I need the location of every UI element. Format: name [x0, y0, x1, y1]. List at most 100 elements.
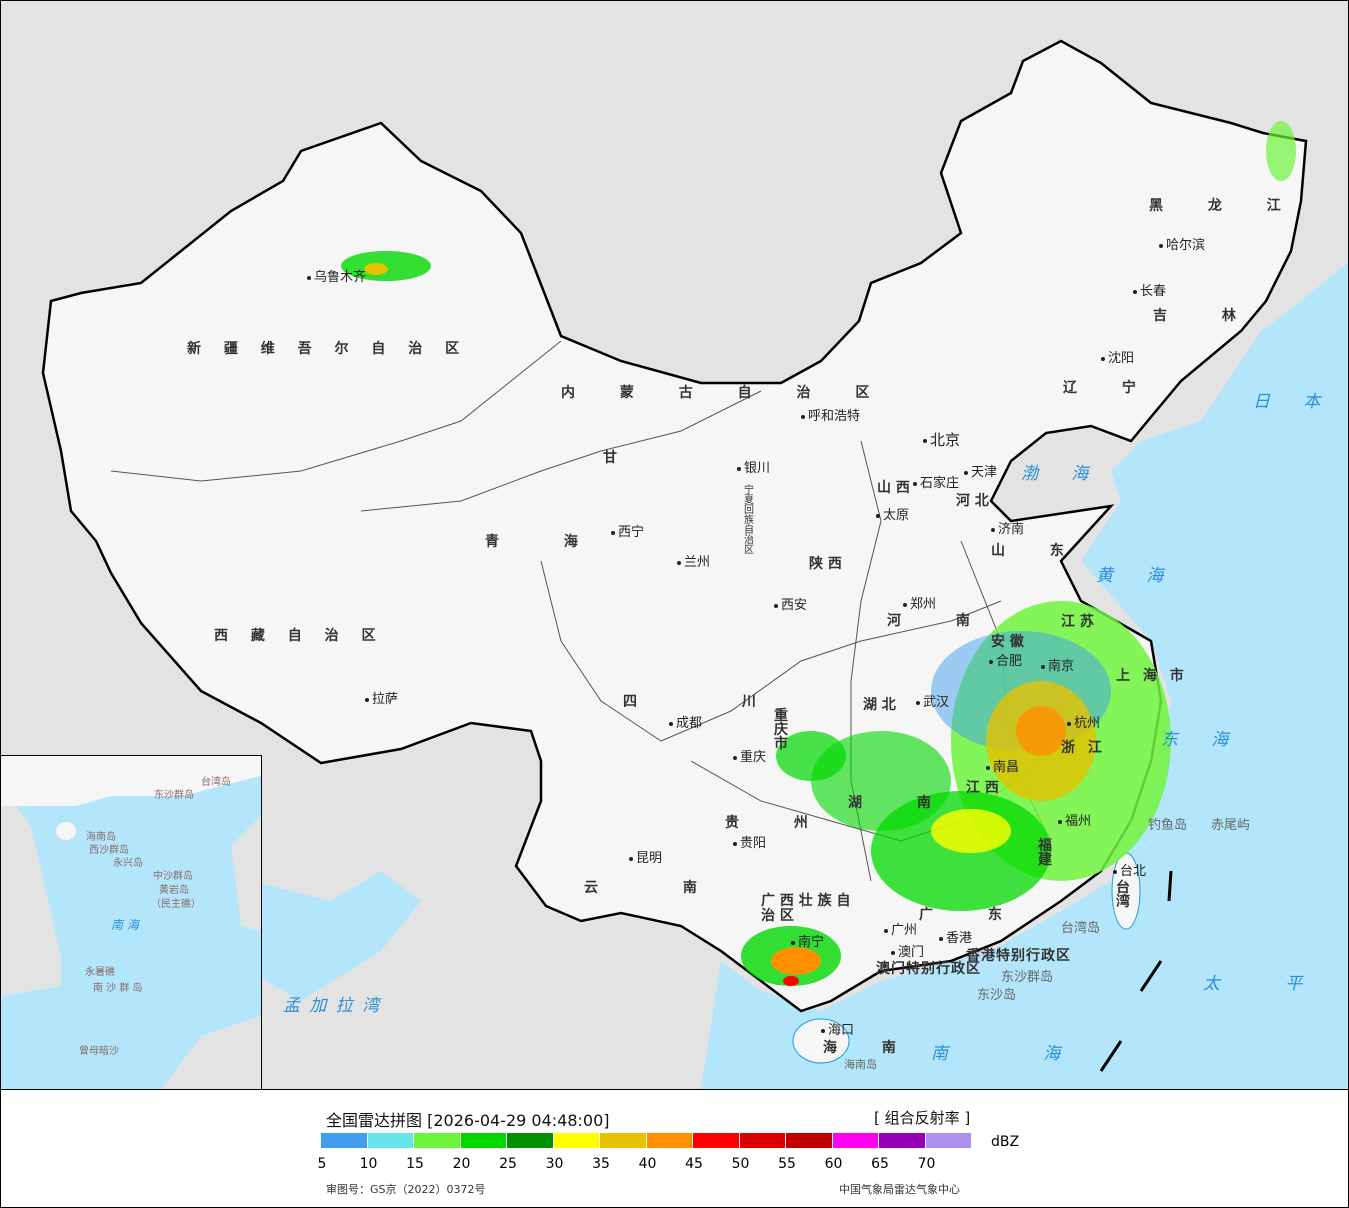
city-label: 昆明	[629, 852, 662, 865]
city-label: 石家庄	[913, 477, 959, 490]
city-label: 乌鲁木齐	[307, 271, 366, 284]
city-label: 南宁	[791, 936, 824, 949]
island-label: 海南岛	[844, 1058, 877, 1071]
province-label: 辽 宁	[1063, 380, 1156, 396]
sea-label: 东 海	[1161, 730, 1243, 750]
city-label: 太原	[876, 509, 909, 522]
province-label: 新 疆 维 吾 尔 自 治 区	[187, 341, 469, 357]
inset-label: 中沙群岛	[153, 871, 193, 882]
inset-label: 海南岛	[86, 832, 116, 843]
inset-label: 永兴岛	[113, 858, 143, 869]
island-label: 赤尾屿	[1211, 818, 1251, 833]
scale-tick-label: 15	[406, 1156, 424, 1172]
scale-tick-label: 20	[452, 1156, 471, 1172]
inset-label: 黄岩岛	[159, 885, 189, 896]
sea	[231, 262, 1348, 1089]
map-area[interactable]: 新 疆 维 吾 尔 自 治 区 西 藏 自 治 区 青 海 甘 四 川 云 南 …	[1, 1, 1348, 1090]
province-label: 福 建	[1038, 838, 1052, 868]
city-label: 沈阳	[1101, 352, 1134, 365]
inset-label: 南 海	[111, 918, 139, 932]
city-label: 贵阳	[733, 837, 766, 850]
province-label: 海 南	[823, 1040, 916, 1056]
scale-tick-label: 55	[778, 1156, 796, 1172]
color-swatch	[693, 1133, 739, 1148]
city-label: 广州	[884, 924, 917, 937]
inset-label: 曾母暗沙	[79, 1046, 119, 1057]
island-label: 东沙群岛	[1001, 970, 1054, 985]
scale-tick-label: 10	[359, 1156, 378, 1172]
city-label: 呼和浩特	[801, 410, 860, 423]
city-label: 澳门	[891, 946, 924, 959]
province-label: 贵 州	[725, 815, 833, 831]
inset-label: 永暑礁	[85, 967, 115, 978]
color-swatch	[646, 1133, 692, 1148]
sea-label: 孟 加 拉 湾	[283, 996, 382, 1016]
color-swatch	[832, 1133, 878, 1148]
province-label: 山 西	[877, 480, 910, 496]
province-label: 陕 西	[809, 556, 842, 572]
map-title: 全国雷达拼图 [2026-04-29 04:48:00]	[326, 1111, 610, 1130]
color-swatch	[460, 1133, 506, 1148]
scale-tick-label: 70	[917, 1156, 936, 1172]
inset-label: （民主礁）	[151, 899, 201, 910]
scale-tick-label: 65	[871, 1156, 889, 1172]
city-label: 武汉	[916, 696, 949, 709]
province-label: 吉 林	[1153, 308, 1261, 324]
province-label: 浙 江	[1061, 740, 1106, 756]
city-label: 哈尔滨	[1159, 239, 1205, 252]
province-label: 广 东	[919, 907, 1027, 923]
province-label: 甘	[603, 450, 626, 466]
province-label: 江 苏	[1061, 614, 1094, 630]
color-swatch	[414, 1133, 460, 1148]
color-swatch	[879, 1133, 925, 1148]
inset-label: 东沙群岛	[154, 790, 194, 801]
city-label: 南昌	[986, 761, 1019, 774]
province-label: 香港特别行政区	[966, 948, 1071, 964]
color-swatch	[507, 1133, 553, 1148]
city-label: 台北	[1113, 865, 1146, 878]
province-label: 河 南	[887, 613, 995, 629]
city-label: 拉萨	[365, 693, 398, 706]
scale-tick-label: 35	[592, 1156, 610, 1172]
province-label: 西 藏 自 治 区	[214, 628, 385, 644]
color-swatch	[786, 1133, 832, 1148]
scale-tick-label: 45	[685, 1156, 703, 1172]
scale-tick-label: 25	[499, 1156, 517, 1172]
province-label: 河 北	[956, 493, 989, 509]
city-label: 西宁	[611, 526, 644, 539]
province-label: 云 南	[584, 880, 737, 896]
color-swatch	[739, 1133, 785, 1148]
scale-tick-label: 50	[731, 1156, 750, 1172]
city-label: 北京	[923, 433, 960, 448]
province-label: 广 西 壮 族 自 治 区	[761, 893, 851, 924]
scale-tick-label: 30	[545, 1156, 564, 1172]
city-label: 银川	[737, 462, 770, 475]
inset-svg	[1, 756, 261, 1089]
province-label: 湖 北	[863, 697, 896, 713]
city-label: 海口	[821, 1024, 854, 1037]
province-label: 黑 龙 江	[1149, 198, 1301, 214]
color-scale	[321, 1133, 972, 1148]
city-label: 西安	[774, 599, 807, 612]
sea-label: 黄 海	[1096, 566, 1178, 586]
inset-label: 南 沙 群 岛	[93, 983, 143, 994]
province-label: 江 西	[966, 780, 999, 796]
sea-label: 南 海	[931, 1044, 1106, 1064]
city-label: 香港	[939, 932, 972, 945]
city-label: 兰州	[677, 556, 710, 569]
city-label: 杭州	[1067, 717, 1100, 730]
color-swatch	[367, 1133, 413, 1148]
legend: 全国雷达拼图 [2026-04-29 04:48:00] [ 组合反射率 ] d…	[1, 1090, 1348, 1207]
city-label: 天津	[964, 466, 997, 479]
province-label: 青 海	[485, 534, 608, 550]
source-label: 中国气象局雷达气象中心	[839, 1183, 960, 1196]
island-label: 台湾岛	[1061, 921, 1101, 936]
south-china-sea-inset[interactable]: 西沙群岛 永兴岛 中沙群岛 黄岩岛 （民主礁） 南 海 永暑礁 南 沙 群 岛 …	[1, 755, 262, 1089]
sea-label: 渤 海	[1021, 464, 1103, 484]
province-label: 湖 南	[848, 795, 956, 811]
island-label: 东沙岛	[977, 988, 1017, 1003]
color-swatch	[925, 1133, 971, 1148]
province-label: 安 徽	[991, 634, 1024, 650]
province-label: 山 东	[991, 543, 1084, 559]
color-swatch	[600, 1133, 646, 1148]
